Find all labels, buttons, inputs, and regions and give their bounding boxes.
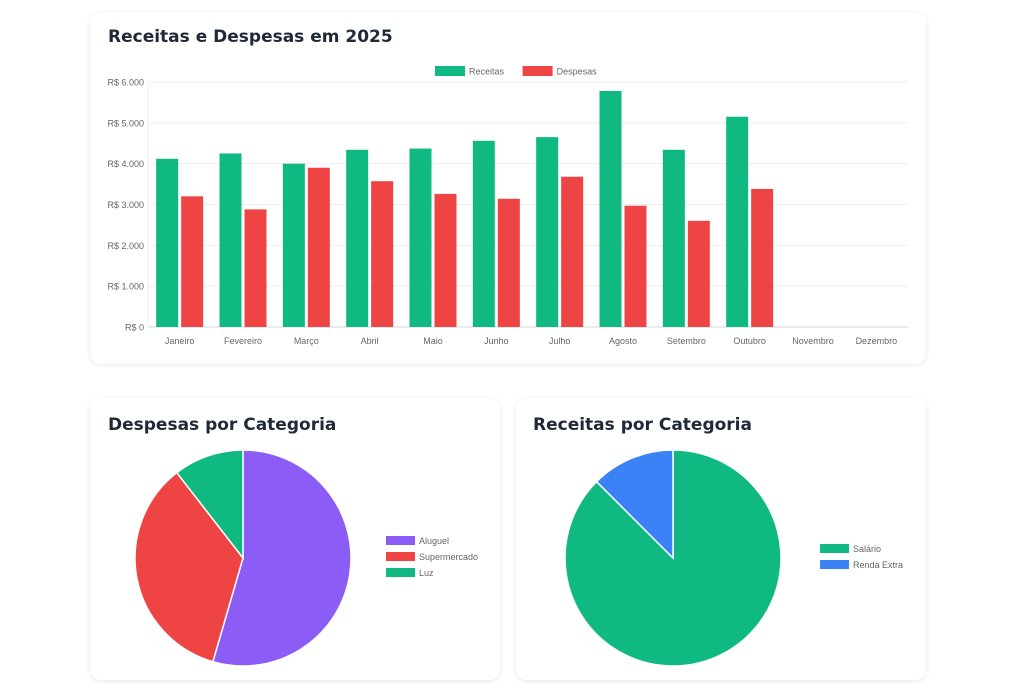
y-tick-label: R$ 5.000 — [107, 118, 144, 128]
bar-despesas — [751, 188, 774, 327]
legend-label-despesas: Despesas — [557, 67, 598, 77]
bar-receitas — [219, 153, 242, 327]
legend-label-supermercado: Supermercado — [419, 552, 478, 562]
legend-swatch-salario — [820, 544, 849, 553]
y-tick-label: R$ 6.000 — [107, 78, 144, 88]
y-tick-label: R$ 0 — [125, 323, 144, 333]
bar-receitas — [472, 140, 495, 327]
bar-despesas — [687, 220, 710, 327]
pie-slice-aluguel — [211, 449, 352, 667]
bar-despesas — [371, 181, 394, 327]
income-pie-chart: Salário Renda Extra — [564, 449, 903, 667]
bar-receitas — [156, 158, 179, 327]
expenses-pie-title: Despesas por Categoria — [108, 415, 337, 435]
x-tick-label: Fevereiro — [224, 336, 262, 346]
income-pie-title: Receitas por Categoria — [533, 415, 752, 435]
bar-despesas — [497, 198, 520, 327]
legend-swatch-supermercado — [386, 552, 415, 561]
bar-receitas — [536, 137, 559, 327]
bar-despesas — [307, 167, 330, 327]
bar-receitas — [599, 90, 622, 327]
legend-label-receitas: Receitas — [469, 67, 505, 77]
bar-receitas — [409, 148, 432, 327]
bar-despesas — [624, 205, 647, 327]
pie-slice-salario — [564, 449, 782, 667]
legend-swatch-renda-extra — [820, 560, 849, 569]
pie-slice-renda-extra — [595, 449, 674, 560]
bar-despesas — [181, 196, 204, 327]
legend-label-renda-extra: Renda Extra — [853, 560, 903, 570]
x-tick-label: Junho — [484, 336, 509, 346]
bar-receitas — [346, 149, 369, 327]
legend-swatch-receitas — [435, 66, 465, 76]
x-tick-label: Julho — [549, 336, 571, 346]
bar-chart: R$ 0 R$ 1.000 R$ 2.000 R$ 3.000 R$ 4.000 R$ 5… — [107, 66, 908, 346]
bar-receitas — [662, 149, 685, 327]
pie-slice-supermercado — [134, 471, 244, 663]
bar-receitas — [726, 116, 749, 327]
x-tick-label: Novembro — [792, 336, 834, 346]
expenses-category-card: Despesas por Categoria Aluguel Supermerca… — [90, 398, 500, 680]
pie-slice-luz — [175, 449, 244, 561]
x-tick-label: Agosto — [609, 336, 637, 346]
x-tick-label: Maio — [423, 336, 443, 346]
bar-receitas — [282, 163, 305, 327]
y-tick-label: R$ 4.000 — [107, 159, 144, 169]
legend-swatch-luz — [386, 568, 415, 577]
legend-label-aluguel: Aluguel — [419, 536, 449, 546]
x-tick-label: Janeiro — [165, 336, 195, 346]
y-tick-label: R$ 2.000 — [107, 241, 144, 251]
x-tick-label: Março — [294, 336, 319, 346]
bar-despesas — [561, 176, 584, 327]
income-category-card: Receitas por Categoria Salário Renda Extr… — [516, 398, 926, 680]
x-tick-label: Setembro — [667, 336, 706, 346]
bar-despesas — [434, 193, 457, 327]
legend-swatch-aluguel — [386, 536, 415, 545]
y-tick-label: R$ 3.000 — [107, 200, 144, 210]
x-tick-label: Dezembro — [856, 336, 898, 346]
legend-label-salario: Salário — [853, 544, 881, 554]
revenue-expense-card: Receitas e Despesas em 2025 R$ 0 R$ 1.000… — [90, 12, 926, 364]
expenses-pie-chart: Aluguel Supermercado Luz — [134, 449, 478, 667]
x-tick-label: Abril — [361, 336, 379, 346]
y-tick-label: R$ 1.000 — [107, 282, 144, 292]
bar-despesas — [244, 209, 267, 327]
bar-chart-title: Receitas e Despesas em 2025 — [108, 27, 393, 47]
legend-swatch-despesas — [522, 66, 553, 76]
legend-label-luz: Luz — [419, 568, 434, 578]
x-tick-label: Outubro — [733, 336, 766, 346]
